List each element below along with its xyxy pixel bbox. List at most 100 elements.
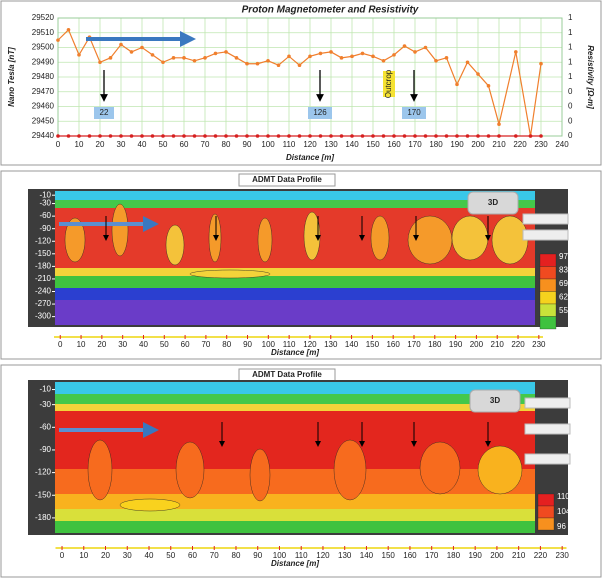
y-tick-label: -150 [35,490,52,499]
x-tick-label: 230 [555,551,569,560]
data-point [66,134,71,138]
side-bar [522,229,569,241]
contour-blob [119,498,181,512]
data-point [497,122,501,126]
x-tick-label: 120 [303,140,317,149]
data-point [213,51,218,56]
colorbar-cell [539,278,557,292]
contour-band [55,394,535,404]
x-tick-label: 0 [56,140,61,149]
data-point [455,134,459,138]
x-tick-label: 90 [243,340,252,349]
x-tick-label: 30 [123,551,132,560]
data-point [98,134,102,138]
data-point [514,134,518,138]
x-tick-label: 200 [470,340,484,349]
colorbar-label: 110 [557,492,570,501]
y-tick-label: -150 [35,249,52,258]
data-point [402,134,407,138]
x-tick-label: 140 [345,340,359,349]
y2-tick-label: 0 [568,116,573,125]
x-tick-label: 180 [447,551,461,560]
data-point [444,56,449,60]
annotation-box [94,107,114,119]
data-point [514,50,518,54]
data-point [476,72,480,76]
y-tick-label: 29480 [32,72,55,81]
data-point [444,134,449,138]
data-point [203,56,207,60]
data-point [245,61,249,66]
data-point [423,134,428,138]
contour-blob [175,441,205,499]
data-point [434,58,438,63]
data-point [413,50,417,54]
x-tick-label: 70 [201,140,210,149]
data-point [87,134,92,138]
data-point [56,38,60,42]
contour-blob [111,203,129,257]
data-point [192,58,197,63]
data-point [234,56,239,60]
x-tick-label: 130 [324,140,338,149]
x-tick-label: 160 [387,140,401,149]
x-tick-label: 20 [101,551,110,560]
x-axis-label: Distance [m] [271,559,319,568]
data-point [486,134,491,138]
y-tick-label: 29500 [32,43,55,52]
contour-blob [249,448,271,502]
y2-tick-label: 1 [568,57,573,66]
3d-button [467,191,519,215]
side-bar [524,423,571,435]
contour-band [55,411,535,469]
data-point [66,28,71,32]
x-tick-label: 210 [492,140,506,149]
colorbar-label: 69 [559,279,568,288]
data-point [276,63,281,67]
x-tick-label: 120 [316,551,330,560]
contour-blob [419,441,461,495]
data-point [318,51,323,56]
x-tick-label: 110 [295,551,308,560]
data-point [360,51,365,56]
x-tick-label: 80 [222,340,231,349]
data-point [108,56,113,60]
data-point [497,134,501,138]
contour-blob [257,217,273,263]
data-point [413,134,417,138]
x-tick-label: 20 [96,140,105,149]
annotation-box [402,107,426,119]
data-point [161,60,165,65]
x-tick-label: 110 [283,140,296,149]
contour-band [55,469,535,494]
data-point [234,134,239,138]
annotation: 170 [407,108,421,117]
y-tick-label: 29470 [32,87,55,96]
colorbar-label: 62 [559,293,568,302]
y-tick-label: -120 [35,236,52,245]
y2-tick-label: 1 [568,13,573,22]
data-point [266,58,270,63]
contour-blob [451,215,489,261]
data-point [287,54,291,59]
y-tick-label: 29450 [32,116,55,125]
x-tick-label: 170 [407,340,421,349]
x-tick-label: 210 [491,340,505,349]
x-tick-label: 70 [210,551,219,560]
series-line [57,28,542,137]
annotation: Outcrop [384,69,393,98]
side-bar [524,453,571,465]
data-point [108,134,113,138]
data-point [329,50,333,54]
x-tick-label: 60 [181,340,190,349]
y2-tick-label: 1 [568,43,573,52]
y-axis-label: Nano Tesla [nT] [7,47,16,107]
annotation-box [308,107,332,119]
x-tick-label: 80 [232,551,241,560]
contour-band [55,276,535,288]
data-point [224,134,228,138]
data-point [528,134,533,138]
contour-band [55,521,535,533]
3d-button [469,389,521,413]
y-tick-label: -30 [39,199,51,208]
